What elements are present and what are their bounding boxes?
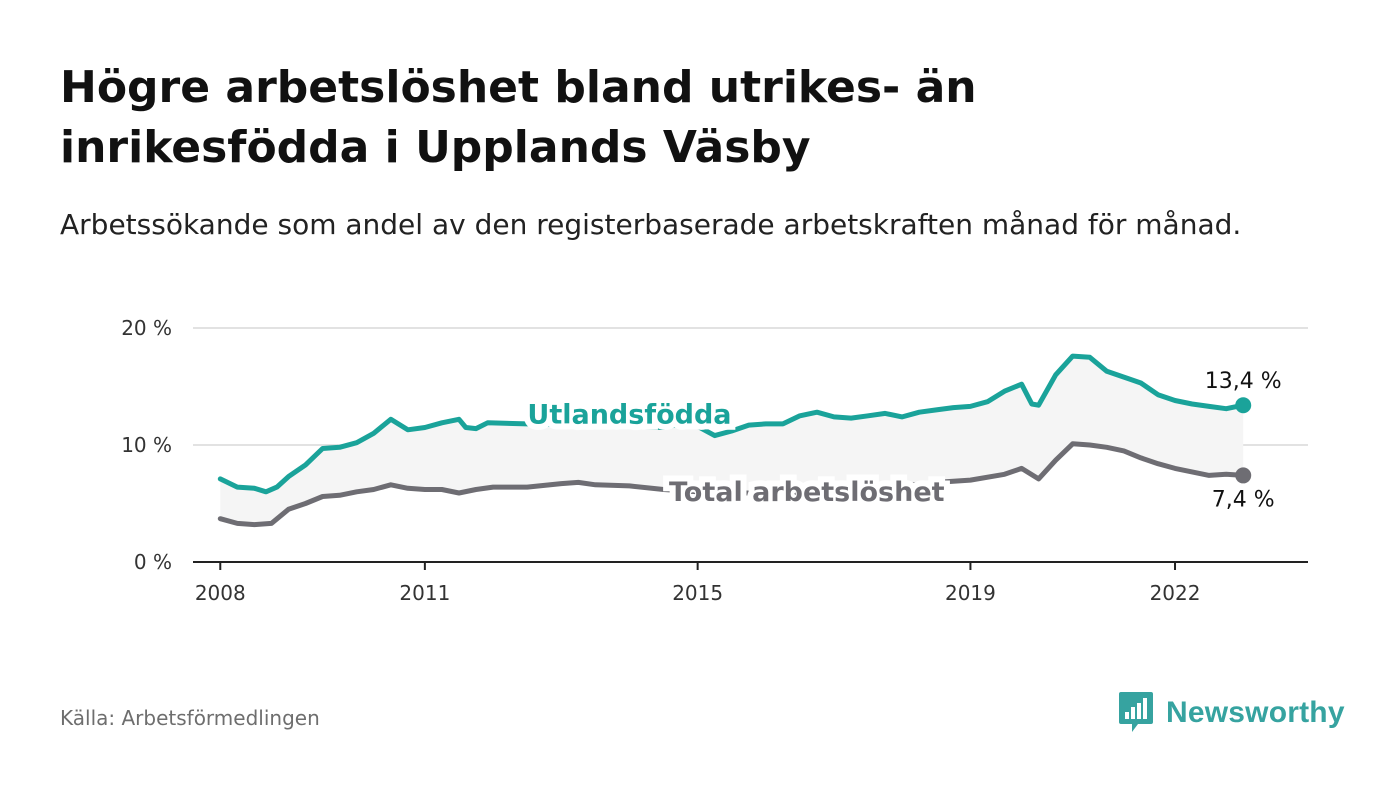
series-line-utlandsfodda: [217, 353, 1246, 495]
range-band: [220, 356, 1244, 525]
end-point: [1235, 467, 1252, 484]
end-label-total: 7,4 %: [1212, 487, 1275, 512]
newsworthy-chart-icon: [1119, 692, 1153, 732]
x-tick-label: 2008: [195, 581, 246, 605]
source-note: Källa: Arbetsförmedlingen: [60, 706, 320, 730]
series-label-utlandsfodda: Utlandsfödda: [527, 399, 731, 430]
y-tick-label: 20 %: [121, 316, 172, 340]
x-tick-label: 2019: [945, 581, 996, 605]
end-label-utlandsfodda: 13,4 %: [1205, 369, 1282, 394]
series-labels: Utlandsfödda Total arbetslöshet 13,4 % 7,4 …: [521, 369, 1282, 514]
x-tick-label: 2011: [399, 581, 450, 605]
axes: 0 % 10 % 20 % 2008 2011 2015 2019 2022: [121, 316, 1308, 605]
x-tick-label: 2022: [1150, 581, 1201, 605]
series-line-total: [217, 441, 1246, 528]
newsworthy-logo[interactable]: Newsworthy: [1118, 690, 1345, 736]
chart-subtitle: Arbetssökande som andel av den registerb…: [60, 208, 1242, 241]
y-tick-label: 0 %: [134, 550, 172, 574]
series-lines: [217, 353, 1252, 528]
end-point: [1235, 397, 1252, 414]
chart-title: Högre arbetslöshet bland utrikes- än inr…: [60, 62, 977, 173]
line-chart: Utlandsfödda Total arbetslöshet 13,4 % 7,4 …: [121, 316, 1308, 605]
brand-name: Newsworthy: [1166, 696, 1345, 729]
y-tick-label: 10 %: [121, 433, 172, 457]
series-label-total: Total arbetslöshet: [669, 477, 945, 508]
x-tick-label: 2015: [672, 581, 723, 605]
